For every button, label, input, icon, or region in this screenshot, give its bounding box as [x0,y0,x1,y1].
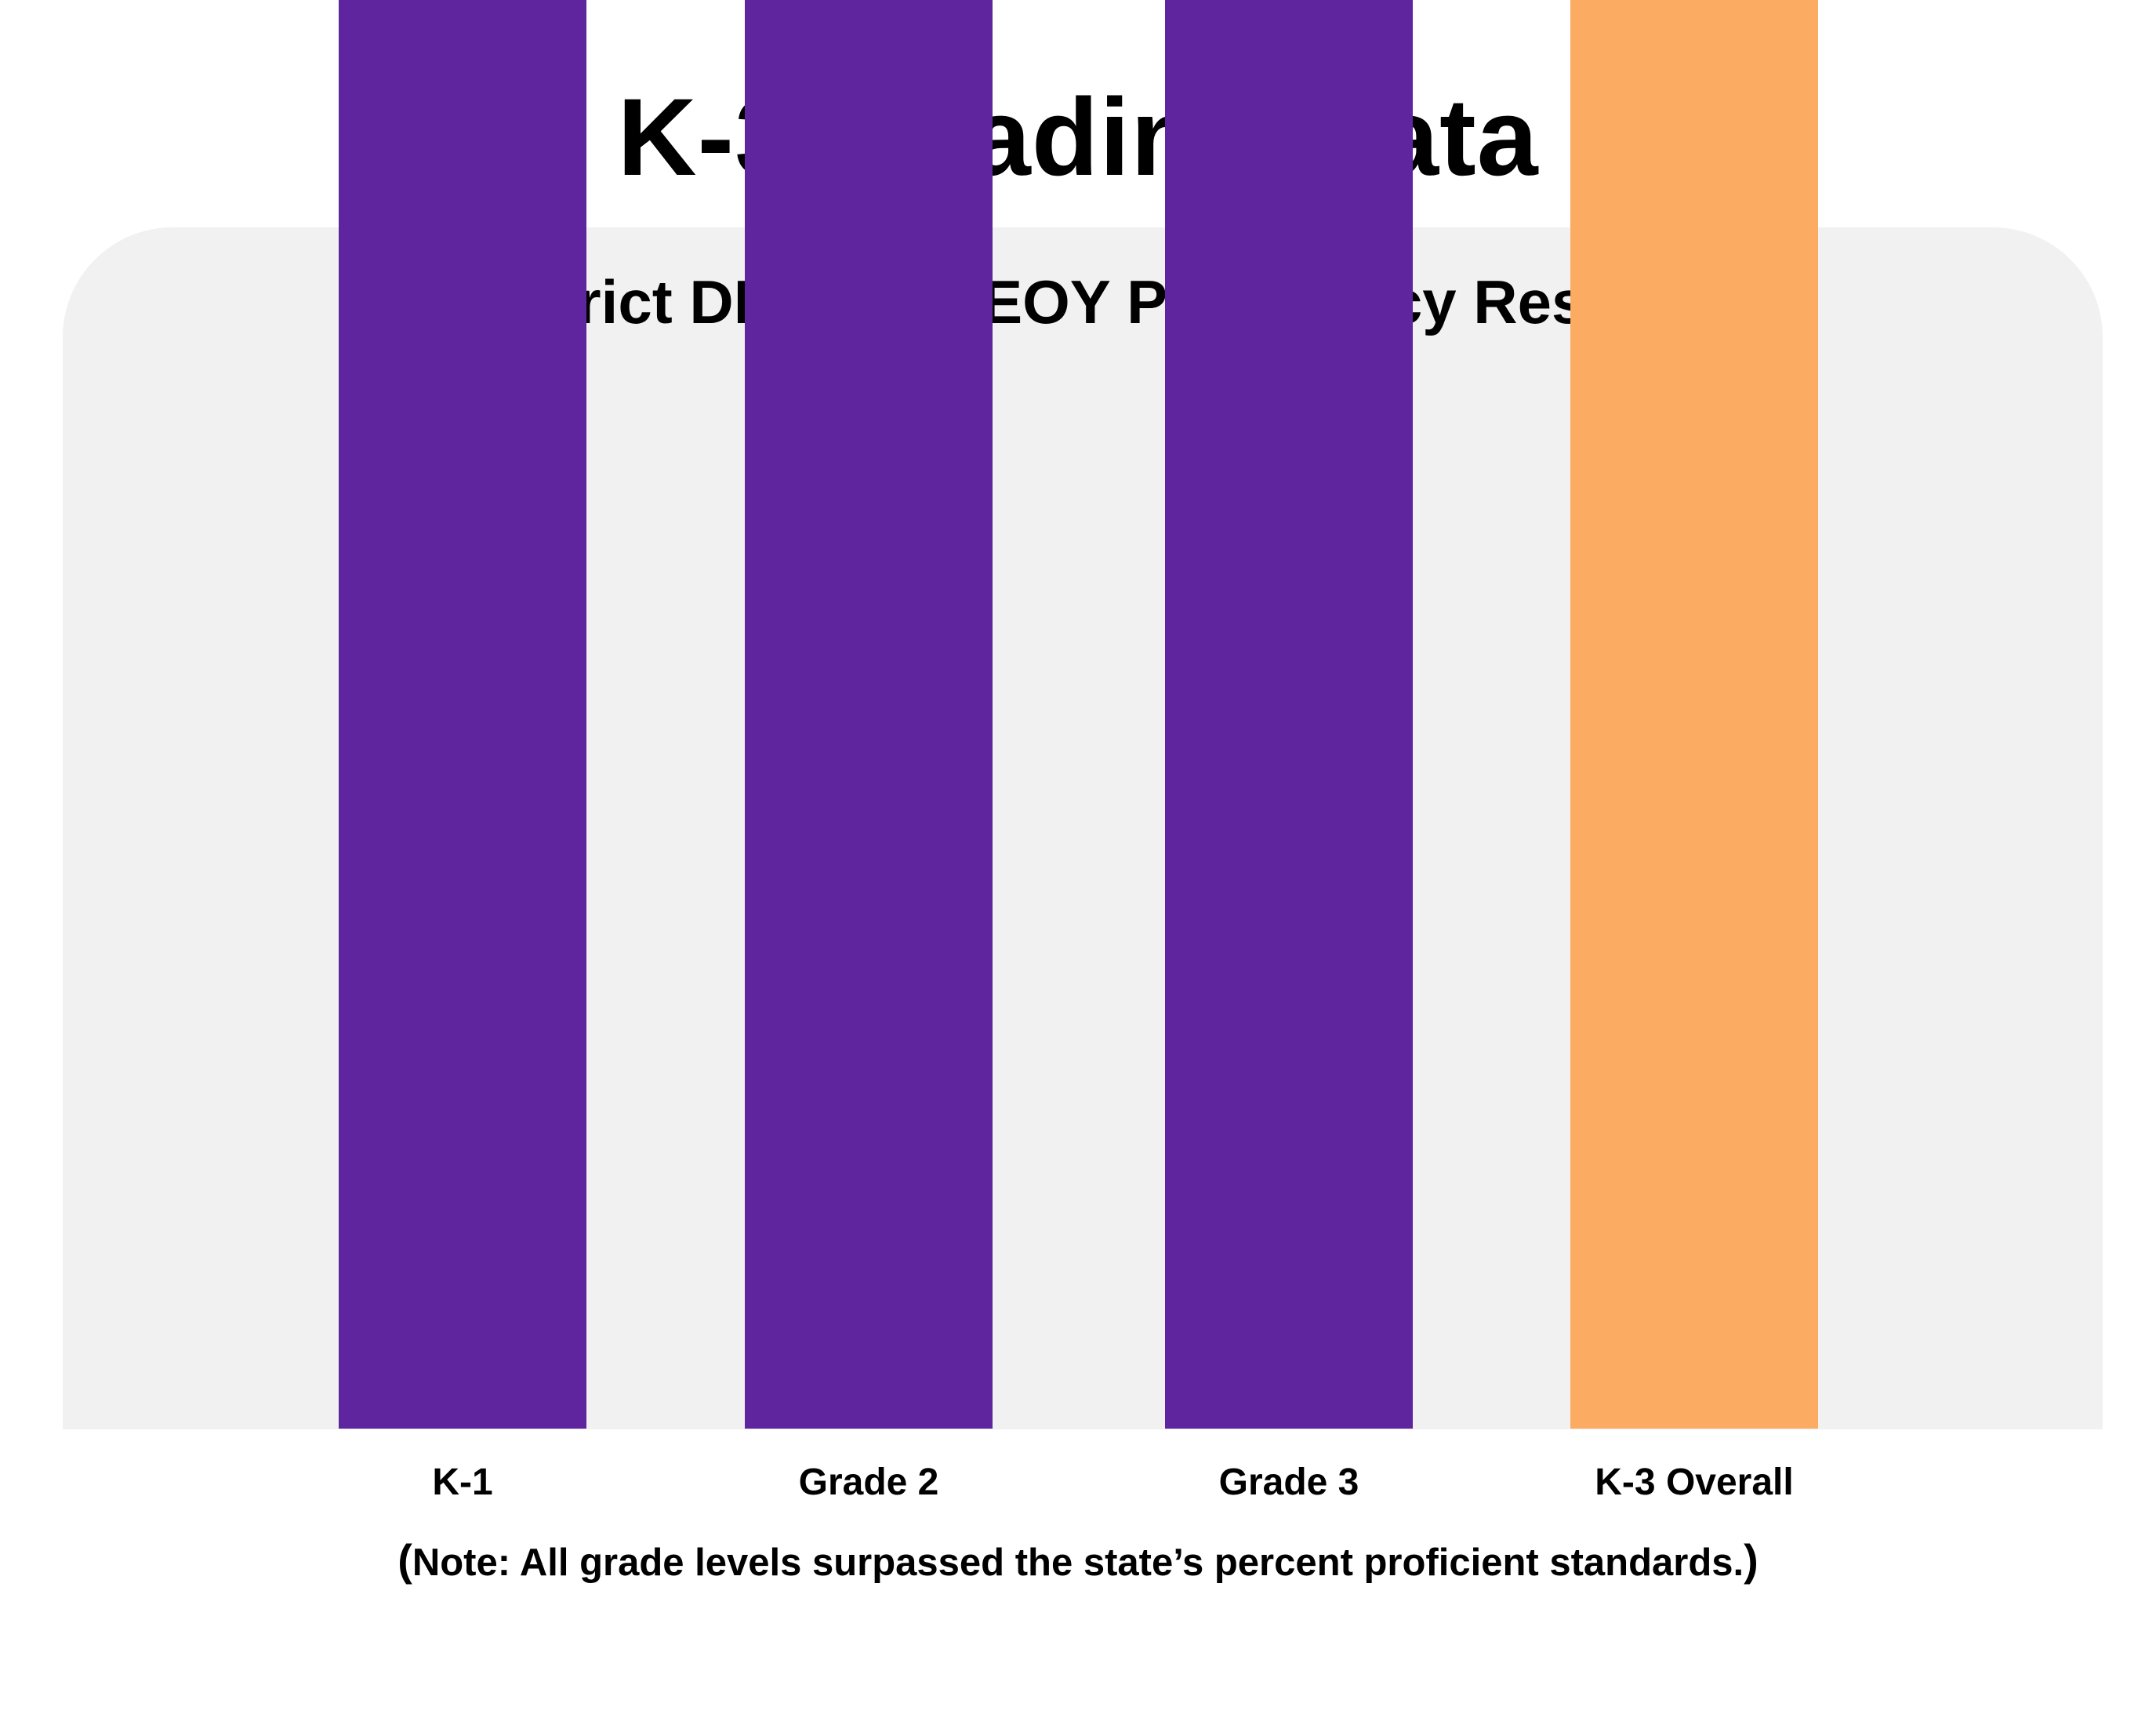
bar-2 [745,0,993,1429]
note-label: Note: [412,1542,511,1584]
note-close-paren: ) [1744,1535,1759,1585]
bar-1 [339,0,586,1429]
chart-title: District DIBELS 8 EOY Proficiency Result… [461,267,1695,336]
note-open-paren: ( [397,1535,412,1585]
footnote: (Note: All grade levels surpassed the st… [0,1529,2156,1592]
category-label-2: Grade 2 [799,1462,939,1503]
category-label-3: Grade 3 [1219,1462,1359,1503]
bar-4 [1570,0,1818,1429]
category-label-4: K-3 Overall [1595,1462,1793,1503]
note-text: All grade levels surpassed the state’s p… [510,1542,1744,1584]
bar-3 [1165,0,1413,1429]
category-label-1: K-1 [432,1462,492,1503]
